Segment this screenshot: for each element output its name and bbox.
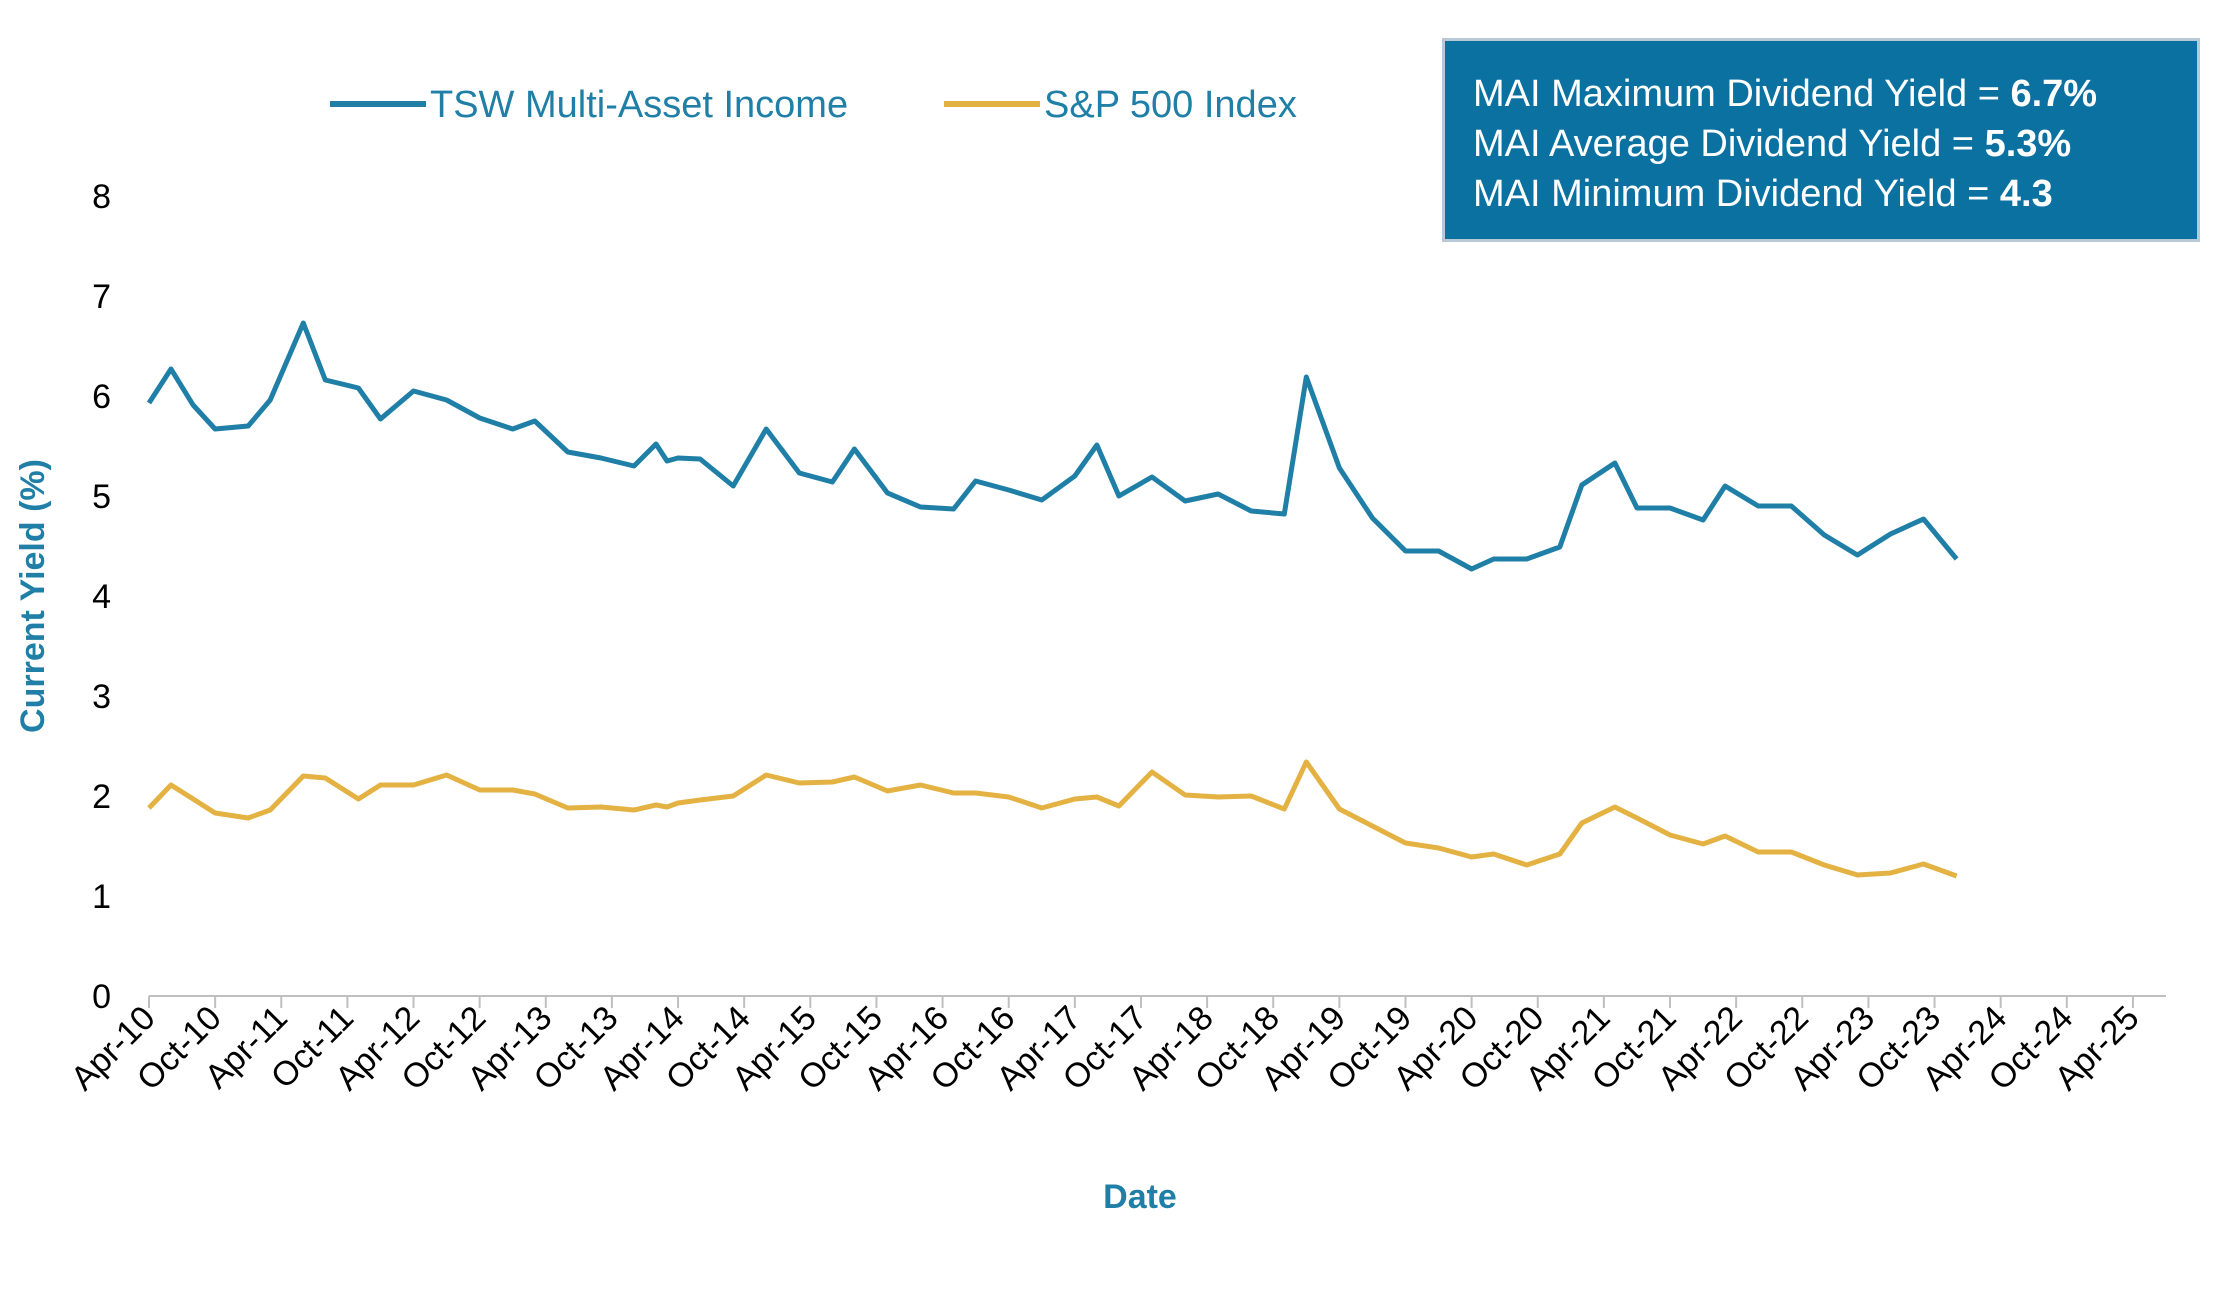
min-yield-value: 4.3 [1999,173,2053,215]
series-line-tsw-multi-asset-income [146,320,1959,572]
y-axis: 0 1 2 3 4 5 6 7 8 [92,178,111,1016]
y-tick-label: 1 [92,878,111,916]
y-tick-label: 2 [92,778,111,816]
series-line-sp500-index [147,759,1958,879]
y-tick-label: 6 [92,378,111,416]
y-tick-label: 7 [92,278,111,316]
x-axis: Apr-10Oct-10Apr-11Oct-11Apr-12Oct-12Apr-… [64,995,2166,1098]
y-tick-label: 4 [92,578,111,616]
x-axis-title: Date [1103,1178,1177,1216]
y-tick-label: 5 [92,478,111,516]
min-yield-label: MAI Minimum Dividend Yield = [1473,173,2000,215]
series-layer [146,320,1959,879]
y-tick-label: 0 [92,978,111,1016]
legend: TSW Multi-Asset Income S&P 500 Index [330,84,1297,126]
avg-yield-label: MAI Average Dividend Yield = [1473,123,1985,165]
min-yield-line: MAI Minimum Dividend Yield = 4.3 [1473,169,2197,219]
y-axis-title: Current Yield (%) [14,459,52,733]
avg-yield-line: MAI Average Dividend Yield = 5.3% [1473,119,2197,169]
y-tick-label: 8 [92,178,111,216]
max-yield-label: MAI Maximum Dividend Yield = [1473,73,2011,115]
avg-yield-value: 5.3% [1984,123,2072,165]
max-yield-value: 6.7% [2010,73,2098,115]
y-tick-label: 3 [92,678,111,716]
max-yield-line: MAI Maximum Dividend Yield = 6.7% [1473,69,2197,119]
legend-label: S&P 500 Index [1044,84,1297,126]
legend-label: TSW Multi-Asset Income [430,84,848,126]
yield-summary-box: MAI Maximum Dividend Yield = 6.7% MAI Av… [1442,38,2200,242]
